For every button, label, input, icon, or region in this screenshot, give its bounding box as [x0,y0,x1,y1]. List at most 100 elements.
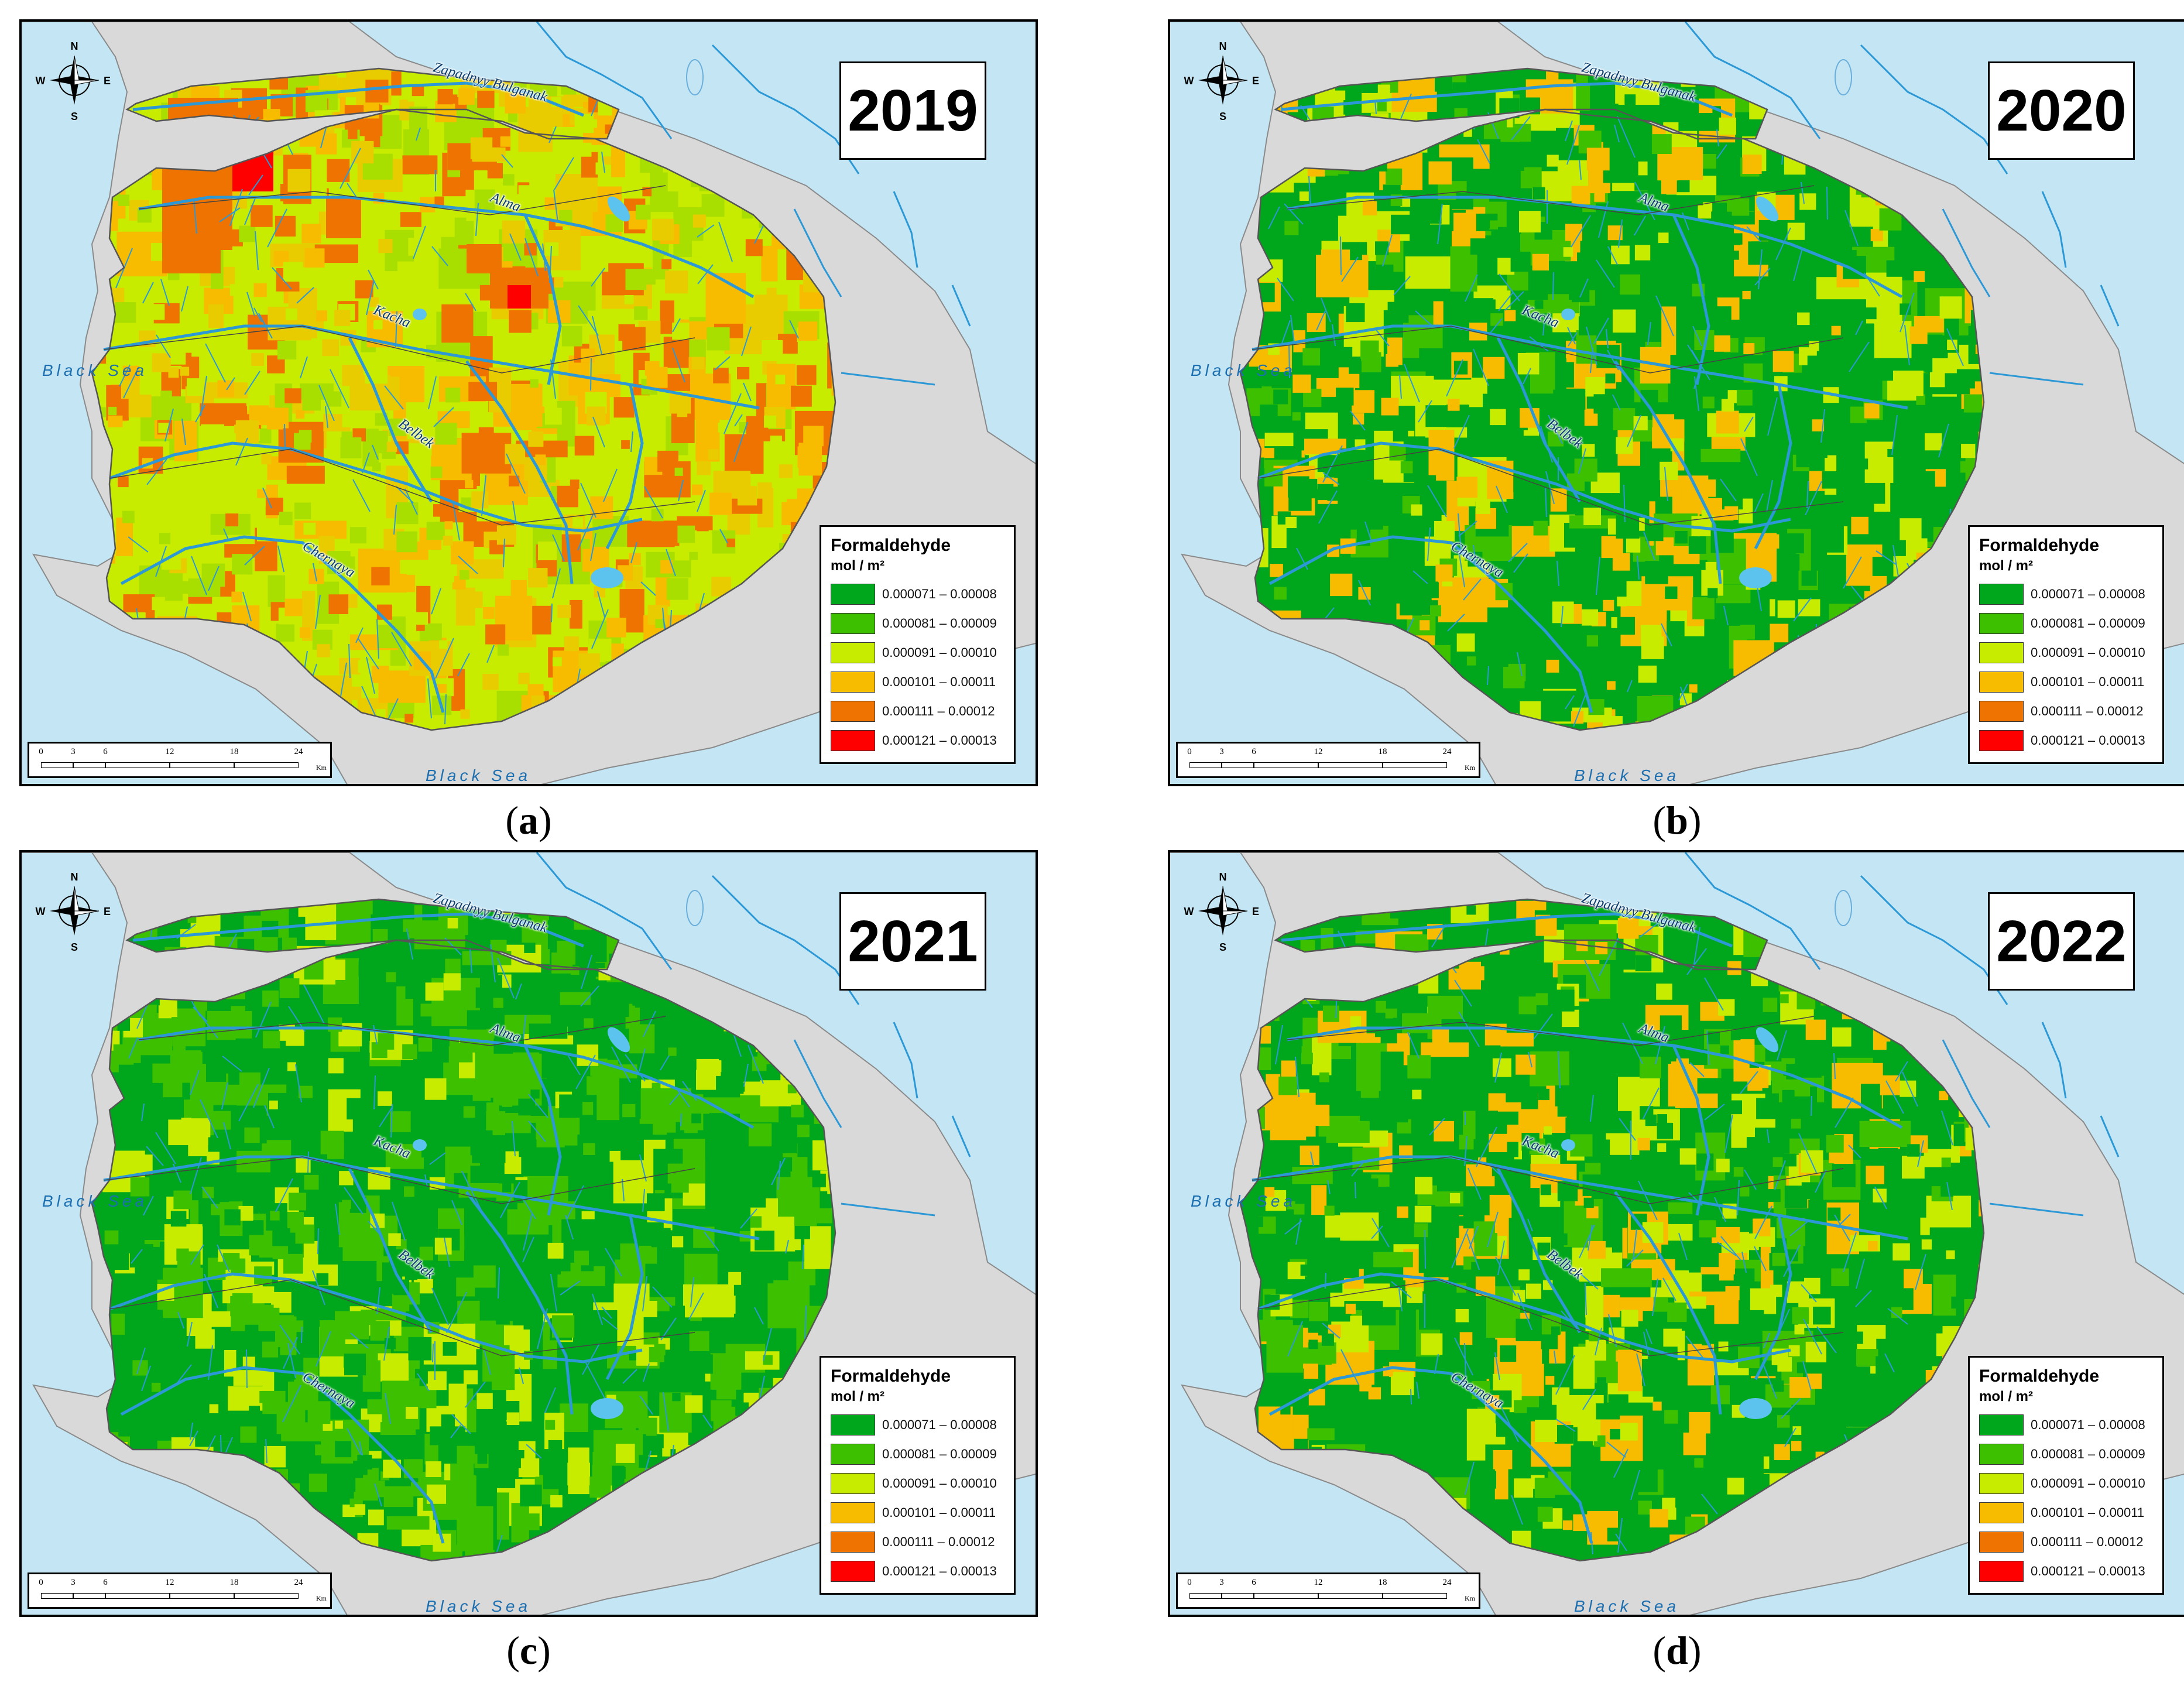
raster-cell [1454,1216,1464,1226]
raster-cell [477,90,495,108]
raster-cell [803,426,824,447]
raster-cell [622,1104,636,1118]
raster-cell [1807,355,1819,368]
raster-cell [1929,105,1946,122]
raster-cell [1309,178,1347,216]
raster-cell [814,967,834,998]
river-line [2041,191,2067,268]
raster-cell [1903,120,1925,143]
raster-cell [441,1414,455,1428]
compass-needle [74,80,100,85]
raster-cell [485,624,506,645]
raster-cell [1594,191,1605,202]
raster-cell [1960,461,1972,473]
raster-cell [1274,587,1287,600]
raster-cell [1243,527,1259,543]
raster-cell [1765,1093,1779,1107]
compass-letter-n: N [1219,871,1227,883]
year-label: 2019 [839,61,986,160]
river-line [1931,122,1933,142]
raster-cell [677,525,695,543]
raster-cell [766,1198,778,1235]
raster-cell [328,594,349,614]
reservoir [1561,309,1575,320]
raster-cell [1743,343,1755,354]
raster-cell [465,479,474,489]
river-line [603,468,618,502]
raster-cell [458,88,475,105]
raster-cell [1959,156,1968,165]
raster-cell [1251,657,1268,691]
river-line [431,246,448,266]
scale-unit: Km [1465,1594,1475,1602]
raster-cell [655,619,664,628]
compass-letter-e: E [104,906,111,917]
raster-cell [766,287,777,298]
raster-cell [176,1248,189,1261]
river-line [740,947,751,989]
river-line [481,475,486,516]
raster-cell [1253,628,1266,641]
scale-segment [1222,1593,1254,1599]
raster-cell [1791,1118,1801,1129]
river-line [711,44,860,174]
river-line [1393,692,1404,728]
raster-cell [189,1358,201,1371]
raster-cell [1471,378,1487,394]
raster-cell [1940,1183,1954,1197]
raster-cell [404,714,414,723]
raster-cell [1252,1217,1263,1228]
legend-row: 0.000111 – 0.00012 [1979,1527,2153,1557]
raster-cell [304,248,325,268]
raster-cell [197,1512,214,1528]
raster-cell [776,68,787,76]
raster-cell [1933,1275,1956,1316]
reservoir [591,1398,623,1419]
raster-cell [279,512,293,526]
raster-cell [1634,1469,1658,1492]
raster-cell [691,1114,701,1123]
river-line [444,694,447,725]
river-line [258,313,273,339]
raster-cell [1518,1269,1530,1281]
raster-cell [1872,109,1922,145]
river-line [578,305,599,336]
raster-cell [1693,1249,1703,1259]
raster-cell [173,1054,188,1068]
raster-cell [1944,87,1959,102]
raster-cell [1929,1108,1949,1128]
raster-cell [775,1131,797,1153]
compass-needle [74,910,100,916]
raster-cell [185,479,201,496]
legend-row: 0.000071 – 0.00008 [1979,580,2153,609]
raster-cell [1466,905,1476,915]
raster-cell [567,1025,579,1036]
raster-cell [151,1382,161,1392]
raster-cell [666,578,688,600]
river-line [458,556,478,574]
raster-cell [518,673,530,684]
river-line [642,923,654,937]
raster-cell [496,1468,509,1481]
raster-cell [574,114,594,133]
raster-cell [647,1193,665,1211]
river-line [431,588,441,615]
raster-cell [1710,203,1727,231]
raster-cell [1317,484,1333,501]
raster-cell [590,496,613,519]
raster-cell [1300,1145,1319,1165]
raster-cell [1931,73,1949,92]
raster-cell [775,374,786,385]
river-line [630,542,637,564]
river-line [190,1510,196,1540]
legend-swatch [831,701,875,722]
raster-cell [1772,95,1782,105]
raster-cell [408,928,419,938]
raster-cell [1885,956,1905,976]
raster-cell [1657,1123,1674,1139]
river-line [734,414,743,427]
raster-cell [1944,967,1984,1019]
raster-cell [574,908,595,930]
river-line [605,384,644,550]
scale-bar: 0 3 6 12 18 24 Km [28,1572,332,1609]
